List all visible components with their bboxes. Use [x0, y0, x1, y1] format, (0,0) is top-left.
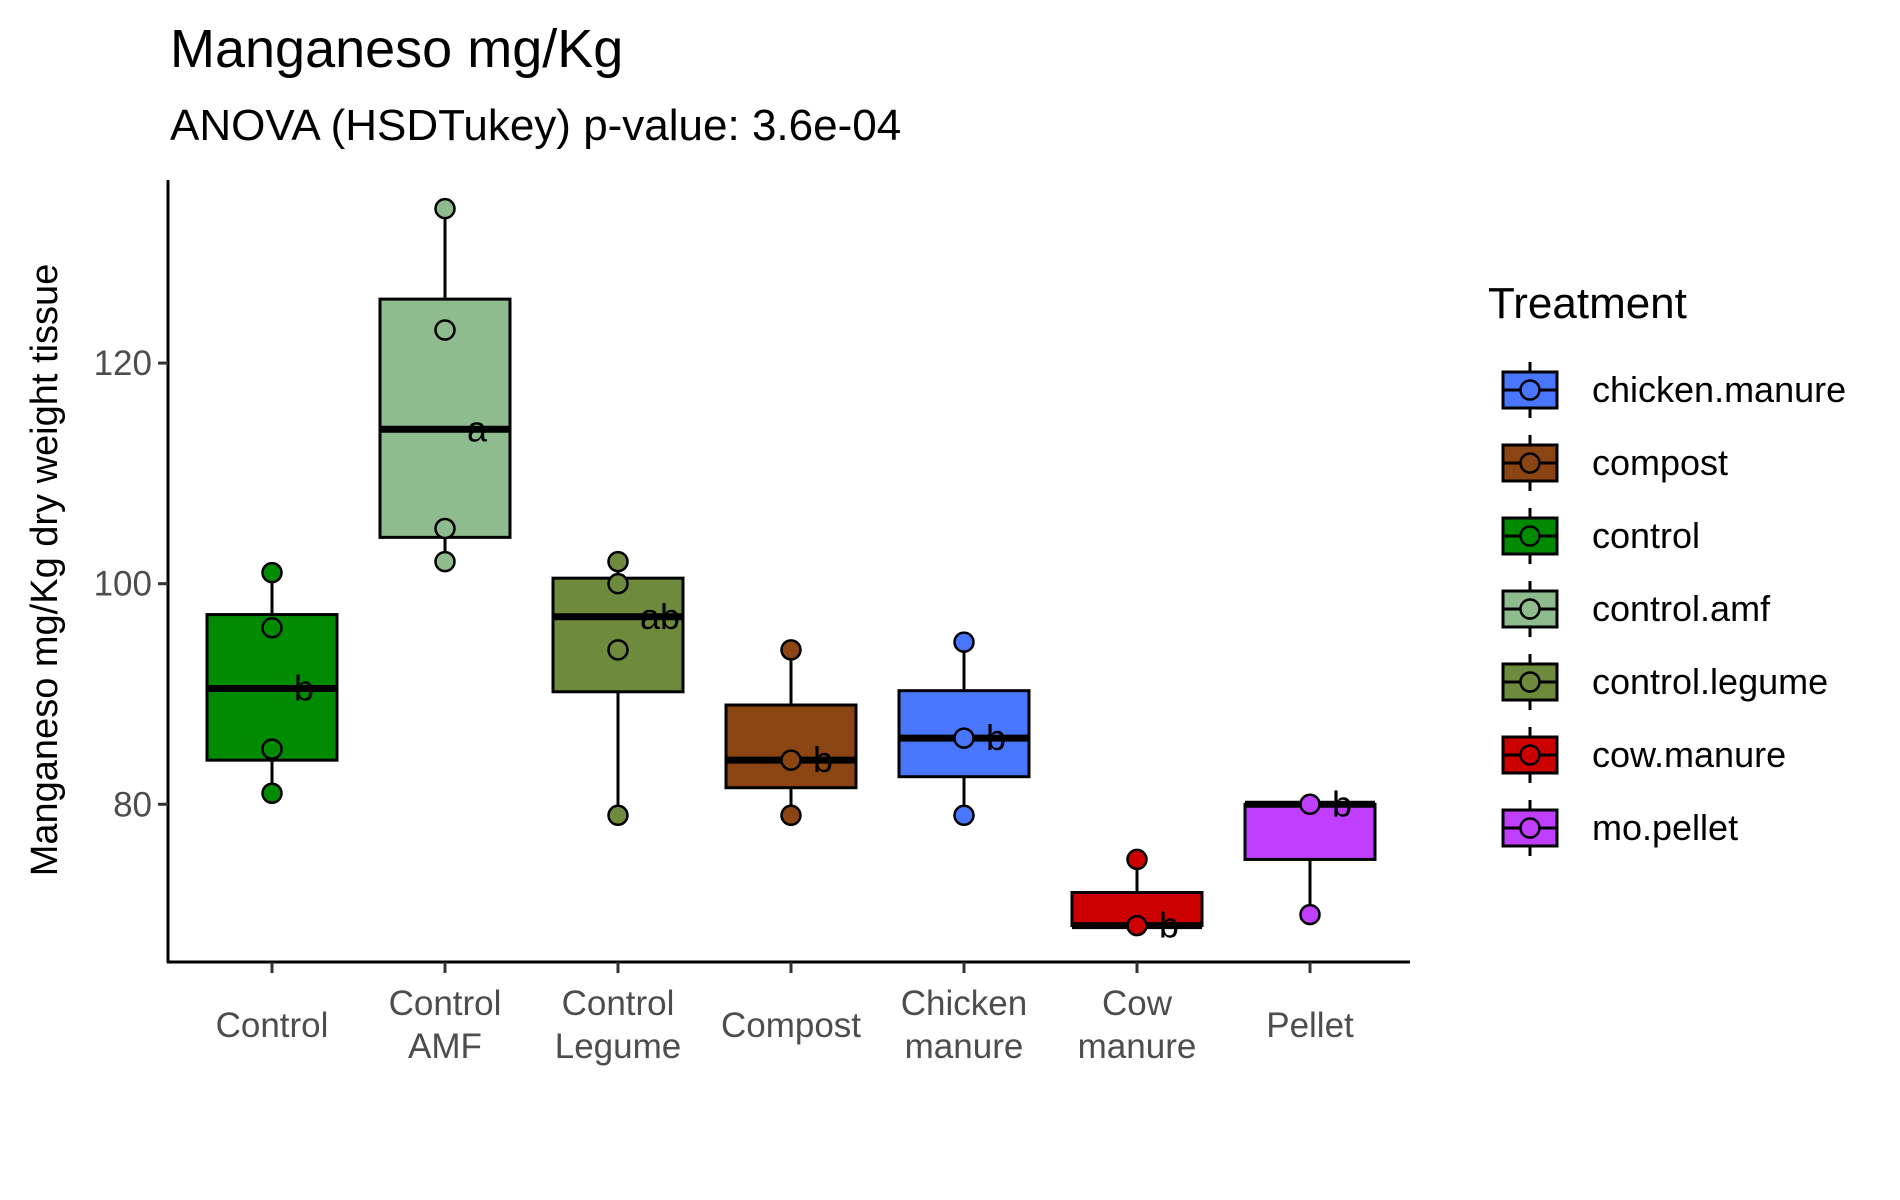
x-tick-label: Chicken manure: [901, 984, 1027, 1066]
data-point: [953, 631, 975, 653]
legend-item-compost: compost: [1501, 435, 1728, 491]
x-tick-label-line: Control: [216, 1006, 329, 1045]
x-tick-label: Control: [216, 1006, 329, 1045]
box-group-control-amf: a: [378, 197, 512, 573]
box-group-cow-manure: b: [1070, 848, 1204, 946]
y-tick-label: 120: [94, 344, 152, 383]
significance-letter: b: [294, 667, 314, 708]
data-point: [1299, 903, 1321, 926]
data-point: [607, 804, 629, 827]
legend-key-point: [1519, 671, 1541, 693]
data-point: [1126, 848, 1148, 871]
legend-item-cow-manure: cow.manure: [1501, 727, 1786, 783]
legend-key-point: [1519, 379, 1541, 401]
data-point: [434, 197, 456, 220]
significance-letter: b: [1332, 783, 1352, 824]
legend-item-mo-pellet: mo.pellet: [1501, 800, 1738, 856]
box-group-chicken-manure: b: [897, 631, 1031, 827]
box-group-mo-pellet: b: [1243, 783, 1377, 926]
x-tick-label-line: manure: [905, 1027, 1024, 1066]
data-point: [1126, 914, 1148, 937]
x-tick-label-line: Control: [562, 984, 675, 1023]
legend: chicken.manure compost control control.amf c…: [1501, 362, 1846, 856]
data-point: [434, 517, 456, 540]
plot-area: b a ab b b b b: [205, 197, 1377, 946]
data-point: [607, 572, 629, 595]
legend-key-point: [1519, 598, 1541, 620]
box-group-control: b: [205, 561, 339, 804]
x-tick-label-line: manure: [1078, 1027, 1197, 1066]
x-tick-label: Compost: [721, 1006, 861, 1045]
legend-label: control: [1592, 515, 1700, 556]
x-tick-label: Pellet: [1266, 1006, 1354, 1045]
x-tick-label: Control Legume: [555, 984, 681, 1066]
legend-item-control: control: [1501, 508, 1700, 564]
data-point: [261, 617, 283, 639]
significance-letter: ab: [640, 596, 680, 637]
legend-title: Treatment: [1488, 279, 1687, 328]
legend-item-control-amf: control.amf: [1501, 581, 1771, 637]
chart-title: Manganeso mg/Kg: [170, 19, 623, 79]
x-tick-label-line: Control: [389, 984, 502, 1023]
significance-letter: b: [813, 739, 833, 780]
x-tick-label-line: Cow: [1102, 984, 1173, 1023]
legend-label: chicken.manure: [1592, 369, 1846, 410]
legend-key-point: [1519, 525, 1541, 547]
data-point: [261, 738, 283, 760]
box: [724, 703, 858, 790]
data-point: [780, 804, 802, 827]
x-tick-label: Cow manure: [1078, 984, 1197, 1066]
data-point: [607, 639, 629, 661]
data-point: [1299, 793, 1321, 816]
legend-label: compost: [1592, 442, 1728, 483]
data-point: [607, 550, 629, 573]
data-point: [780, 749, 802, 771]
data-point: [434, 319, 456, 341]
legend-label: control.legume: [1592, 661, 1828, 702]
box-group-compost: b: [724, 639, 858, 827]
legend-key-point: [1519, 452, 1541, 474]
legend-label: mo.pellet: [1592, 807, 1738, 848]
legend-item-chicken-manure: chicken.manure: [1501, 362, 1846, 418]
significance-letter: b: [1159, 905, 1179, 946]
legend-label: cow.manure: [1592, 734, 1786, 775]
x-tick-label: Control AMF: [389, 984, 502, 1066]
significance-letter: b: [986, 717, 1006, 758]
x-tick-label-line: AMF: [408, 1027, 482, 1066]
box-group-control-legume: ab: [551, 550, 685, 827]
y-tick-label: 80: [113, 785, 152, 824]
data-point: [261, 782, 283, 804]
box: [1070, 891, 1204, 928]
x-tick-label-line: Pellet: [1266, 1006, 1354, 1045]
data-point: [434, 550, 456, 573]
data-point: [780, 639, 802, 661]
legend-item-control-legume: control.legume: [1501, 654, 1828, 710]
box: [551, 576, 685, 694]
y-tick-label: 100: [94, 565, 152, 604]
significance-letter: a: [467, 408, 488, 449]
legend-label: control.amf: [1592, 588, 1771, 629]
legend-key-point: [1519, 817, 1541, 839]
data-point: [953, 804, 975, 827]
x-tick-label-line: Legume: [555, 1027, 681, 1066]
legend-key-point: [1519, 744, 1541, 766]
x-tick-label-line: Chicken: [901, 984, 1027, 1023]
y-axis-label: Manganeso mg/Kg dry weight tissue: [24, 264, 66, 877]
chart-subtitle: ANOVA (HSDTukey) p-value: 3.6e-04: [170, 101, 901, 150]
x-tick-label-line: Compost: [721, 1006, 861, 1045]
data-point: [261, 561, 283, 584]
data-point: [953, 727, 975, 749]
